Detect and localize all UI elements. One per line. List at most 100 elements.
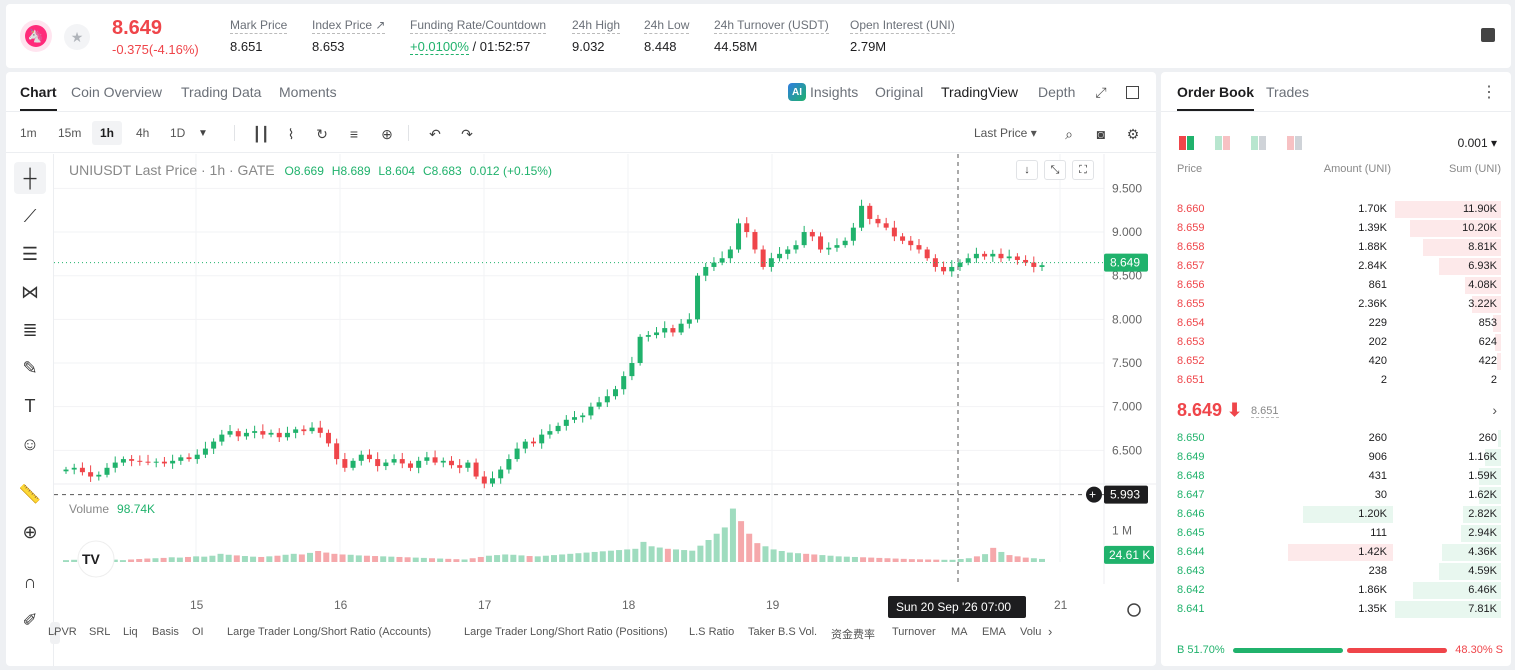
price-type-dropdown[interactable]: Last Price ▾ <box>974 126 1037 140</box>
candle-body <box>645 335 651 337</box>
pattern-icon[interactable]: ⋈ <box>21 282 39 302</box>
stat-mark-price[interactable]: Mark Price 8.651 <box>230 18 288 54</box>
ruler-icon[interactable]: 📏 <box>18 484 42 504</box>
bid-row[interactable]: 8.649 906 1.16K <box>1161 448 1511 467</box>
tab-order-book[interactable]: Order Book <box>1177 84 1255 111</box>
precision-dropdown[interactable]: 0.001 ▾ <box>1457 136 1497 150</box>
bid-row[interactable]: 8.650 260 260 <box>1161 429 1511 448</box>
timeframe-1m[interactable]: 1m <box>20 126 37 140</box>
ask-row[interactable]: 8.651 2 2 <box>1161 371 1511 390</box>
layout-asks-only-icon[interactable] <box>1287 136 1303 150</box>
bid-row[interactable]: 8.641 1.35K 7.81K <box>1161 600 1511 619</box>
indicator-oi[interactable]: OI <box>192 626 204 638</box>
view-depth[interactable]: Depth <box>1038 84 1076 100</box>
timeframe-1h[interactable]: 1h <box>92 121 123 145</box>
indicator-ls-ratio[interactable]: L.S Ratio <box>689 626 735 638</box>
ai-insights-icon[interactable]: AI <box>788 83 806 101</box>
layout-bids-icon[interactable] <box>1215 136 1231 150</box>
indicator-lt-positions[interactable]: Large Trader Long/Short Ratio (Positions… <box>464 626 668 638</box>
timeframe-15m[interactable]: 15m <box>58 126 82 140</box>
notes-icon[interactable] <box>1481 28 1495 42</box>
alert-add-icon[interactable]: ⊕ <box>381 126 393 142</box>
undo-icon[interactable]: ↶ <box>429 126 441 142</box>
expand-icon[interactable]: ⤢ <box>1095 84 1107 100</box>
candle-body <box>719 258 725 263</box>
bid-row[interactable]: 8.642 1.86K 6.46K <box>1161 581 1511 600</box>
ask-row[interactable]: 8.656 861 4.08K <box>1161 276 1511 295</box>
tab-trading-data[interactable]: Trading Data <box>181 84 262 100</box>
indicator-lpvr[interactable]: LPVR <box>48 626 77 638</box>
timeframe-4h[interactable]: 4h <box>136 126 150 140</box>
layout-both-icon[interactable] <box>1179 136 1195 150</box>
pencil-lock-icon[interactable]: ✐ <box>22 610 38 630</box>
view-insights[interactable]: Insights <box>810 84 859 100</box>
tab-trades[interactable]: Trades <box>1266 84 1310 100</box>
candle-body <box>834 245 840 248</box>
candle-body <box>891 227 897 237</box>
view-tradingview[interactable]: TradingView <box>941 84 1019 100</box>
more-options-icon[interactable]: ⋮ <box>1481 84 1497 101</box>
chevron-right-icon[interactable]: › <box>1048 624 1053 639</box>
brush-icon[interactable]: ✎ <box>22 358 38 378</box>
indicator-ema[interactable]: EMA <box>982 626 1006 638</box>
emoji-icon[interactable]: ☺ <box>20 434 40 454</box>
ask-row[interactable]: 8.653 202 624 <box>1161 333 1511 352</box>
ask-row[interactable]: 8.660 1.70K 11.90K <box>1161 200 1511 219</box>
trendline-icon[interactable]: ⟋ <box>23 206 37 226</box>
chevron-right-icon[interactable]: › <box>1492 402 1497 418</box>
tab-moments[interactable]: Moments <box>279 84 337 100</box>
timeframe-1d[interactable]: 1D <box>170 126 186 140</box>
fibonacci-icon[interactable]: ≣ <box>22 320 38 340</box>
ask-row[interactable]: 8.655 2.36K 3.22K <box>1161 295 1511 314</box>
bid-row[interactable]: 8.646 1.20K 2.82K <box>1161 505 1511 524</box>
indicator-ma[interactable]: MA <box>951 626 968 638</box>
indicator-volume[interactable]: Volu <box>1020 626 1042 638</box>
ask-row[interactable]: 8.652 420 422 <box>1161 352 1511 371</box>
search-icon[interactable]: ⌕ <box>1065 126 1073 142</box>
tab-coin-overview[interactable]: Coin Overview <box>71 84 163 100</box>
stat-funding-rate[interactable]: Funding Rate/Countdown +0.0100% / 01:52:… <box>410 18 547 55</box>
indicator-turnover[interactable]: Turnover <box>892 626 936 638</box>
magnet-icon[interactable]: ∩ <box>23 572 37 592</box>
fullscreen-icon[interactable]: ⛶ <box>1072 160 1094 180</box>
favorite-star-icon[interactable]: ★ <box>64 24 90 50</box>
ask-row[interactable]: 8.654 229 853 <box>1161 314 1511 333</box>
settings-gear-icon[interactable]: ⚙ <box>1126 126 1140 142</box>
replay-icon[interactable]: ↻ <box>316 126 328 142</box>
indicator-liq[interactable]: Liq <box>123 626 138 638</box>
bid-row[interactable]: 8.645 111 2.94K <box>1161 524 1511 543</box>
bid-row[interactable]: 8.648 431 1.59K <box>1161 467 1511 486</box>
layout-bids-only-icon[interactable] <box>1251 136 1267 150</box>
collapse-toolbar-handle[interactable]: ‹ <box>50 622 60 644</box>
bid-row[interactable]: 8.644 1.42K 4.36K <box>1161 543 1511 562</box>
toolbar-divider <box>234 125 235 141</box>
redo-icon[interactable]: ↷ <box>461 126 473 142</box>
bid-row[interactable]: 8.643 238 4.59K <box>1161 562 1511 581</box>
chevron-down-icon[interactable]: ▼ <box>198 128 208 139</box>
indicator-funding-rate[interactable]: 资金费率 <box>831 629 875 641</box>
tab-chart[interactable]: Chart <box>20 84 57 111</box>
indicators-icon[interactable]: ⌇ <box>287 126 295 142</box>
ask-row[interactable]: 8.657 2.84K 6.93K <box>1161 257 1511 276</box>
crosshair-icon[interactable]: ┼ <box>14 162 46 194</box>
scroll-down-icon[interactable]: ↓ <box>1016 160 1038 180</box>
view-original[interactable]: Original <box>875 84 924 100</box>
collapse-panes-icon[interactable]: ⤡ <box>1044 160 1066 180</box>
ask-row[interactable]: 8.658 1.88K 8.81K <box>1161 238 1511 257</box>
camera-icon[interactable]: ◙ <box>1096 126 1106 142</box>
ask-row[interactable]: 8.659 1.39K 10.20K <box>1161 219 1511 238</box>
indicator-lt-accounts[interactable]: Large Trader Long/Short Ratio (Accounts) <box>227 626 432 638</box>
volume-bar <box>307 552 313 562</box>
zoom-in-icon[interactable]: ⊕ <box>22 522 38 542</box>
templates-icon[interactable]: ≡ <box>349 126 359 142</box>
window-icon[interactable] <box>1126 86 1139 99</box>
indicator-taker-vol[interactable]: Taker B.S Vol. <box>748 626 818 638</box>
horizontal-lines-icon[interactable]: ☰ <box>21 244 39 264</box>
bid-row[interactable]: 8.647 30 1.62K <box>1161 486 1511 505</box>
text-tool-icon[interactable]: T <box>24 396 36 416</box>
indicator-srl[interactable]: SRL <box>89 626 111 638</box>
candle-type-icon[interactable]: ┃┃ <box>252 126 270 142</box>
stat-index-price[interactable]: Index Price ↗ 8.653 <box>312 18 386 54</box>
indicator-basis[interactable]: Basis <box>152 626 179 638</box>
